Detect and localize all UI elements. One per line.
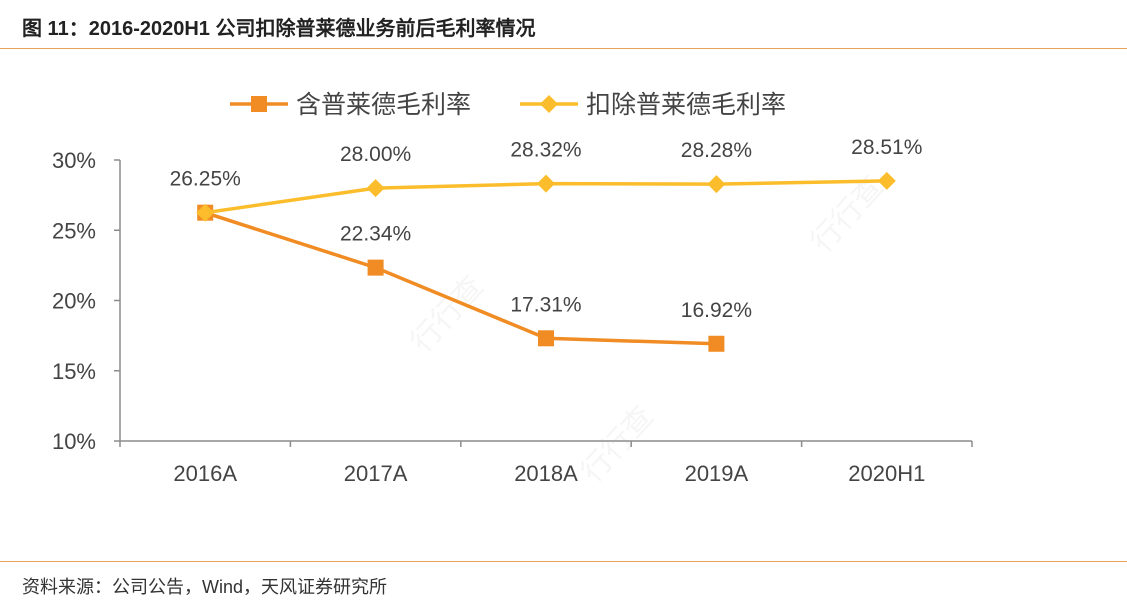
- x-tick-label: 2018A: [514, 461, 578, 486]
- y-tick-label: 20%: [52, 289, 96, 314]
- data-point-diamond: [537, 174, 555, 193]
- data-label: 16.92%: [681, 299, 752, 322]
- y-tick-label: 25%: [52, 218, 96, 243]
- data-label: 17.31%: [510, 293, 581, 316]
- legend-label: 含普莱德毛利率: [296, 91, 471, 119]
- x-tick-label: 2017A: [344, 461, 408, 486]
- data-point-diamond: [540, 95, 558, 113]
- x-tick-label: 2020H1: [848, 461, 925, 486]
- series-line-including: [204, 211, 717, 346]
- legend-label: 扣除普莱德毛利率: [586, 91, 786, 119]
- y-tick-label: 30%: [52, 148, 96, 173]
- data-label: 28.51%: [851, 136, 922, 159]
- source-divider: [0, 561, 1127, 562]
- data-label: 26.25%: [170, 168, 241, 191]
- data-point-diamond: [707, 175, 726, 194]
- figure-title: 图 11：2016-2020H1 公司扣除普莱德业务前后毛利率情况: [22, 18, 536, 40]
- data-label: 28.28%: [681, 139, 752, 162]
- data-label: 28.32%: [510, 139, 581, 162]
- data-label: 22.34%: [340, 223, 411, 246]
- x-tick-label: 2016A: [173, 461, 237, 486]
- y-tick-label: 10%: [52, 429, 96, 454]
- title-divider: [0, 48, 1127, 49]
- data-point-diamond: [196, 203, 215, 222]
- data-point-diamond: [877, 171, 896, 190]
- x-tick-label: 2019A: [685, 461, 749, 486]
- data-point-square: [538, 330, 554, 347]
- data-point-diamond: [366, 179, 385, 198]
- data-point-square: [367, 259, 384, 276]
- y-tick-label: 15%: [52, 359, 96, 384]
- source-note: 资料来源：公司公告，Wind，天风证券研究所: [22, 577, 388, 597]
- data-point-square: [251, 96, 267, 112]
- data-point-square: [708, 335, 725, 352]
- data-label: 28.00%: [340, 143, 411, 166]
